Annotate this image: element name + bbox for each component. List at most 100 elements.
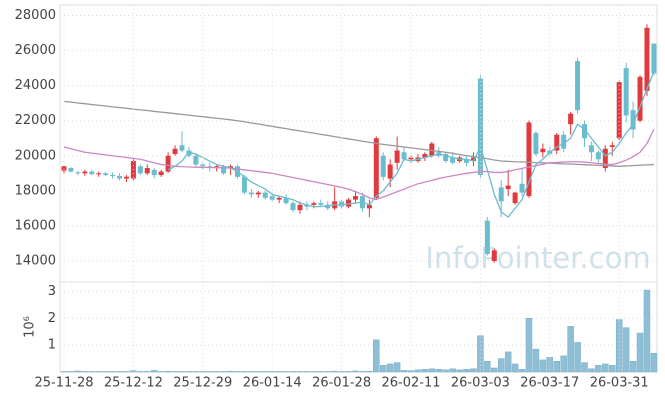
- candle-body: [498, 187, 504, 202]
- volume-bar: [296, 371, 304, 373]
- volume-bar: [130, 370, 137, 373]
- candle-body: [429, 143, 435, 156]
- volume-bar: [622, 327, 630, 373]
- y-tick-label: 1: [48, 338, 56, 353]
- candle-body: [221, 166, 227, 174]
- x-tick-label: 25-12-12: [104, 376, 163, 391]
- ma-line: [63, 100, 654, 167]
- volume-bar: [268, 371, 276, 373]
- candle-body: [533, 132, 539, 155]
- candle-body: [311, 203, 317, 205]
- volume-bar: [345, 371, 352, 373]
- candle-body: [602, 148, 608, 169]
- volume-bar: [609, 365, 616, 373]
- volume-bar: [199, 371, 207, 373]
- y-tick-label: 28000: [15, 8, 56, 23]
- candle-body: [346, 199, 352, 207]
- candle-body: [443, 154, 449, 162]
- x-tick-label: 25-11-28: [34, 376, 93, 391]
- volume-bar: [574, 342, 581, 373]
- x-tick-label: 26-03-17: [520, 376, 579, 391]
- candle-body: [526, 122, 532, 197]
- y-tick-label: 22000: [15, 113, 56, 128]
- candle-body: [276, 197, 282, 200]
- candle-body: [637, 76, 643, 121]
- volume-bar: [60, 371, 68, 373]
- candle-body: [484, 220, 490, 254]
- candle-body: [380, 155, 386, 177]
- volume-bar: [560, 355, 567, 373]
- y-tick-label: 18000: [15, 183, 56, 198]
- volume-bar: [123, 371, 130, 373]
- candle-body: [96, 173, 102, 175]
- candle-body: [644, 27, 650, 91]
- volume-bar: [275, 371, 283, 373]
- volume-bar: [317, 371, 325, 373]
- volume-bar: [206, 371, 213, 373]
- volume-bar: [81, 371, 89, 373]
- watermark: InfoPointer.com: [425, 241, 650, 275]
- candle-body: [470, 157, 476, 162]
- y-tick-label: 26000: [15, 43, 56, 58]
- candle-body: [422, 154, 428, 158]
- candle-body: [255, 192, 261, 195]
- volume-bar: [373, 339, 380, 373]
- volume-bar: [95, 371, 102, 373]
- candle-body: [339, 201, 345, 207]
- candle-body: [144, 168, 150, 174]
- candle-body: [505, 185, 511, 190]
- candle-body: [651, 43, 657, 74]
- candle-body: [366, 204, 372, 209]
- candle-body: [117, 175, 123, 179]
- volume-bar: [581, 362, 588, 373]
- volume-bar: [491, 367, 498, 373]
- volume-bar: [303, 371, 311, 373]
- candle-body: [554, 134, 560, 151]
- volume-bar: [643, 289, 651, 373]
- candle-body: [179, 145, 185, 151]
- volume-bar: [497, 358, 505, 373]
- volume-bar: [185, 371, 193, 373]
- candle-body: [241, 176, 247, 193]
- volume-bar: [137, 371, 144, 373]
- x-tick-label: 26-03-03: [451, 376, 510, 391]
- candle-body: [387, 164, 393, 179]
- x-tick-label: 26-03-31: [590, 376, 649, 391]
- candle-body: [477, 78, 483, 176]
- candle-body: [373, 138, 379, 198]
- volume-bar: [262, 371, 269, 373]
- volume-bar: [525, 318, 533, 373]
- volume-bar: [88, 371, 96, 373]
- y-tick-label: 2: [48, 311, 56, 326]
- x-tick-label: 25-12-29: [173, 376, 232, 391]
- candle-body: [616, 82, 622, 139]
- volume-bar: [178, 371, 186, 373]
- candle-body: [325, 204, 331, 209]
- y-axis-label: 10⁶: [23, 316, 38, 338]
- candle-body: [110, 175, 116, 177]
- candle-body: [519, 183, 525, 193]
- volume-bar: [414, 369, 422, 373]
- volume-bar: [484, 361, 491, 373]
- candle-body: [408, 157, 414, 160]
- candle-body: [609, 145, 615, 148]
- volume-bar: [456, 369, 463, 373]
- volume-bar: [352, 370, 359, 373]
- volume-bar: [539, 359, 547, 373]
- volume-bar: [567, 326, 574, 373]
- candle-body: [228, 166, 234, 169]
- candle-body: [540, 148, 546, 153]
- y-tick-label: 14000: [15, 253, 56, 268]
- volume-bar: [511, 363, 519, 373]
- volume-bar: [144, 371, 151, 373]
- volume-bar: [171, 371, 179, 373]
- y-tick-label: 16000: [15, 218, 56, 233]
- candle-body: [561, 134, 567, 149]
- volume-bar: [310, 371, 318, 373]
- candle-body: [61, 166, 67, 171]
- candle-body: [123, 176, 129, 179]
- candle-body: [491, 250, 497, 261]
- candle-body: [82, 171, 88, 174]
- volume-bar: [109, 371, 116, 373]
